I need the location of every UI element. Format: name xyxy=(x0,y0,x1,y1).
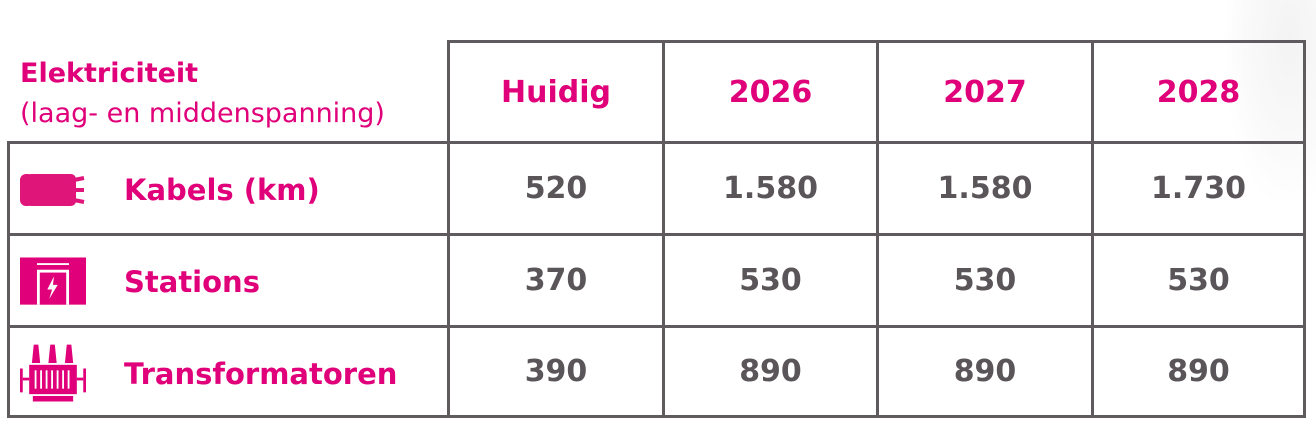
row-label: Kabels (km) xyxy=(124,173,320,207)
station-icon xyxy=(20,257,86,305)
row-label-transformatoren: Transformatoren xyxy=(20,328,397,420)
header-title: Elektriciteit xyxy=(20,58,199,89)
column-header: 2028 xyxy=(1156,74,1241,110)
row-label: Transformatoren xyxy=(124,357,398,391)
transformer-icon xyxy=(20,344,86,402)
divider xyxy=(7,141,10,418)
row-label-stations: Stations xyxy=(20,236,260,328)
watermark xyxy=(1226,0,1316,200)
table-cell: 890 xyxy=(1167,354,1230,389)
table-cell: 1.730 xyxy=(1151,171,1246,206)
table-cell: 370 xyxy=(524,263,588,298)
divider xyxy=(662,40,665,418)
divider xyxy=(7,325,1306,328)
table-cell: 520 xyxy=(524,171,588,206)
table-cell: 530 xyxy=(739,263,802,298)
table-cell: 1.580 xyxy=(937,171,1033,206)
row-label-kabels: Kabels (km) xyxy=(20,144,320,236)
divider xyxy=(447,40,450,418)
divider xyxy=(7,233,1306,236)
column-header: 2026 xyxy=(728,74,813,110)
divider xyxy=(7,141,1306,144)
table-cell: 390 xyxy=(524,354,588,389)
divider xyxy=(876,40,879,418)
column-header: Huidig xyxy=(501,74,611,110)
table-cell: 890 xyxy=(953,354,1017,389)
table-header-title: Elektriciteit (laag- en middenspanning) xyxy=(20,54,385,134)
divider xyxy=(1303,40,1306,418)
table-cell: 1.580 xyxy=(723,171,818,206)
column-header: 2027 xyxy=(943,74,1027,110)
table-cell: 890 xyxy=(739,354,802,389)
table-cell: 530 xyxy=(1167,263,1230,298)
table-cell: 530 xyxy=(953,263,1017,298)
header-subtitle: (laag- en middenspanning) xyxy=(20,98,385,129)
cable-icon xyxy=(20,170,86,210)
divider xyxy=(1091,40,1094,418)
divider xyxy=(7,415,1306,418)
row-label: Stations xyxy=(124,265,260,299)
